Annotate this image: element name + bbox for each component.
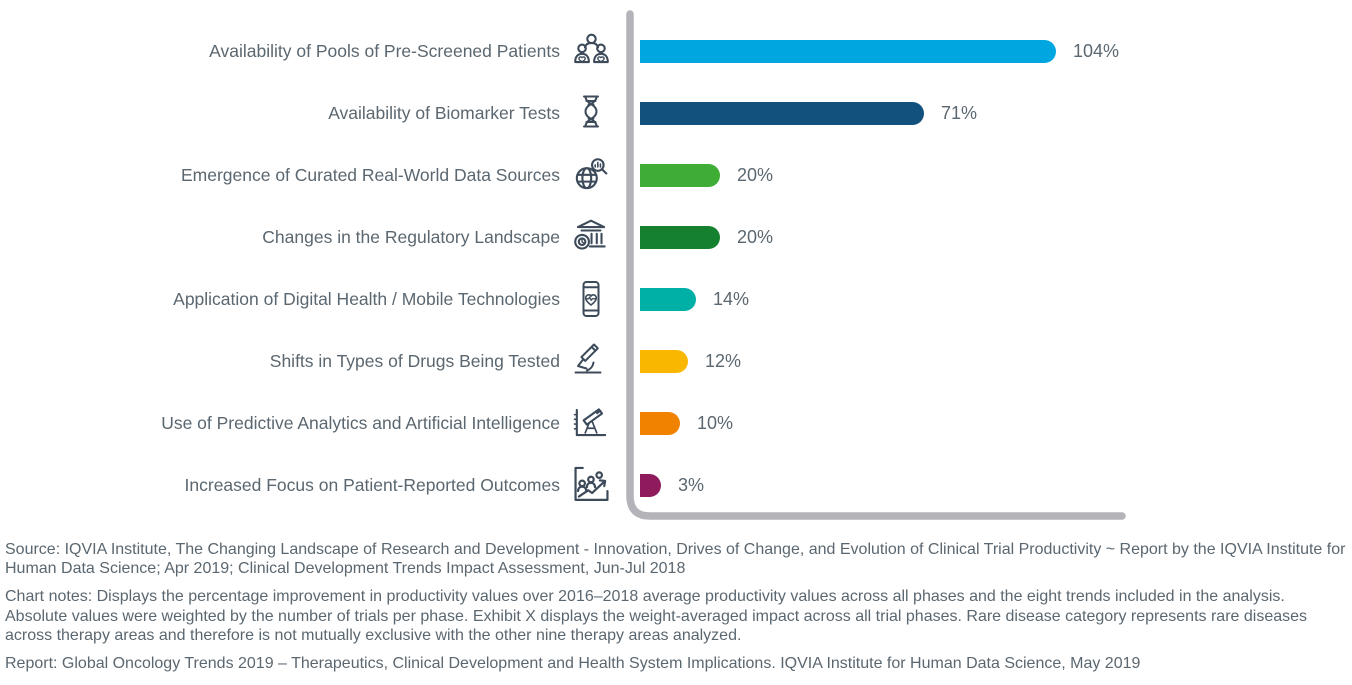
value-label: 20% [737,164,774,185]
chart-row: Changes in the Regulatory Landscape 20% [0,206,1352,268]
bar [640,411,680,435]
bar [640,473,661,497]
value-label: 14% [713,288,750,309]
bar-track: 20% [640,163,774,187]
value-label: 12% [705,350,742,371]
bar-chart: Availability of Pools of Pre-Screened Pa… [0,10,1352,520]
value-label: 3% [678,474,705,495]
chart-row: Application of Digital Health / Mobile T… [0,268,1352,330]
chart-row: Emergence of Curated Real-World Data Sou… [0,144,1352,206]
bar [640,39,1056,63]
globe-search-icon [564,150,618,200]
mobile-health-icon [564,274,618,324]
telescope-icon [564,398,618,448]
bar-track: 104% [640,39,1120,63]
report-note: Report: Global Oncology Trends 2019 – Th… [5,654,1141,672]
bar [640,287,696,311]
category-label: Use of Predictive Analytics and Artifici… [161,412,560,433]
source-note: Source: IQVIA Institute, The Changing La… [5,541,1346,578]
patients-group-icon [564,26,618,76]
category-label: Shifts in Types of Drugs Being Tested [269,350,560,371]
chart-row: Shifts in Types of Drugs Being Tested 12… [0,330,1352,392]
value-label: 20% [737,226,774,247]
regulatory-institution-icon [564,212,618,262]
bar-track: 14% [640,287,750,311]
category-label: Application of Digital Health / Mobile T… [173,288,560,309]
microscope-icon [564,336,618,386]
chart-row: Availability of Biomarker Tests 71% [0,82,1352,144]
dna-icon [564,88,618,138]
chart-notes: Chart notes: Displays the percentage imp… [5,588,1308,644]
chart-rows: Availability of Pools of Pre-Screened Pa… [0,20,1352,516]
chart-row: Availability of Pools of Pre-Screened Pa… [0,20,1352,82]
category-label: Availability of Biomarker Tests [328,102,560,123]
chart-axis [626,10,1126,520]
category-label: Increased Focus on Patient-Reported Outc… [184,474,560,495]
bar-track: 71% [640,101,978,125]
bar [640,225,720,249]
value-label: 71% [941,102,978,123]
value-label: 104% [1073,40,1120,61]
category-label: Availability of Pools of Pre-Screened Pa… [209,40,560,61]
bar-track: 20% [640,225,774,249]
bar-track: 12% [640,349,742,373]
value-label: 10% [697,412,734,433]
bar-track: 10% [640,411,734,435]
category-label: Changes in the Regulatory Landscape [262,226,560,247]
bar-track: 3% [640,473,705,497]
bar [640,101,924,125]
footnotes: Source: IQVIA Institute, The Changing La… [5,540,1348,673]
bar [640,349,688,373]
chart-row: Use of Predictive Analytics and Artifici… [0,392,1352,454]
chart-row: Increased Focus on Patient-Reported Outc… [0,454,1352,516]
patient-outcomes-icon [564,460,618,510]
category-label: Emergence of Curated Real-World Data Sou… [180,164,560,185]
bar [640,163,720,187]
